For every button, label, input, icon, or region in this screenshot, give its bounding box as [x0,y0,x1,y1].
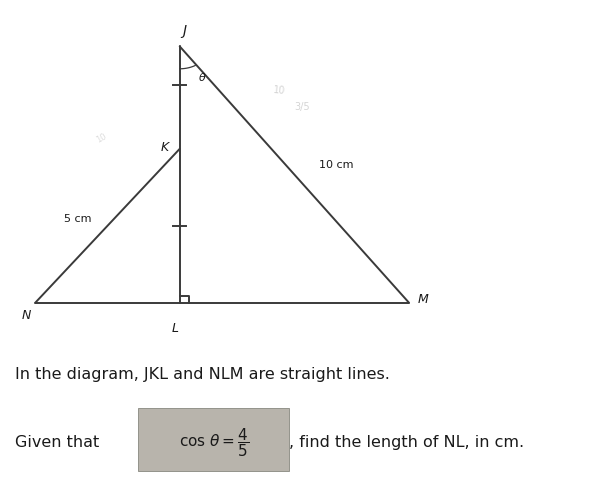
Text: 10: 10 [95,131,108,144]
Text: In the diagram, JKL and NLM are straight lines.: In the diagram, JKL and NLM are straight… [15,367,391,382]
Text: N: N [22,309,31,322]
Text: K: K [161,141,169,154]
Text: Given that: Given that [15,435,105,450]
Text: $\cos\,\theta = \dfrac{4}{5}$: $\cos\,\theta = \dfrac{4}{5}$ [178,426,249,458]
Text: , find the length of NL, in cm.: , find the length of NL, in cm. [289,435,524,450]
Text: θ: θ [199,74,205,83]
Text: 10 cm: 10 cm [319,160,354,170]
Text: L: L [172,322,179,335]
Text: 3/5: 3/5 [295,102,310,112]
Text: M: M [418,293,428,306]
FancyBboxPatch shape [138,408,289,471]
Text: 10: 10 [273,86,286,97]
Text: 5 cm: 5 cm [64,214,92,224]
Text: J: J [182,24,186,38]
